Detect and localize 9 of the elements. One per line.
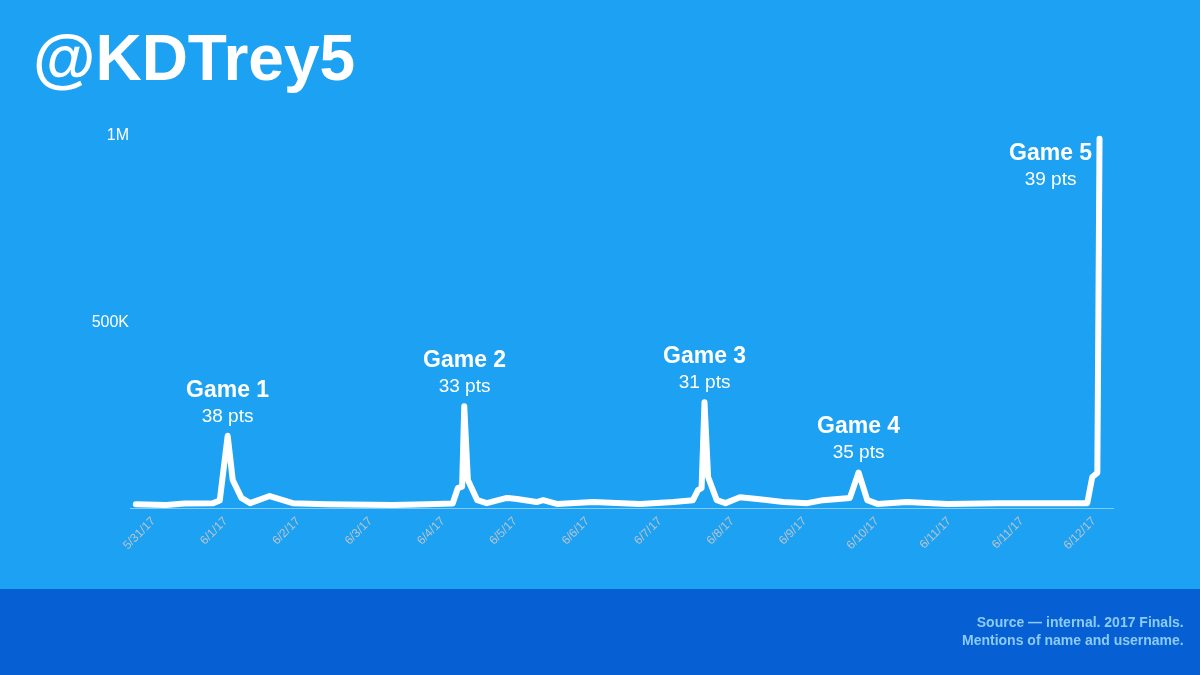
annotation: Game 5 39 pts — [1009, 139, 1093, 189]
annotation: Game 4 35 pts — [817, 412, 901, 462]
source-note: Source — internal. 2017 Finals. Mentions of name and username. — [962, 614, 1184, 649]
annotation: Game 1 38 pts — [186, 376, 270, 426]
y-tick-label: 1M — [106, 125, 129, 143]
annotation: Game 2 33 pts — [423, 346, 507, 396]
annotation: Game 3 31 pts — [663, 342, 747, 392]
y-tick-label: 500K — [91, 312, 130, 330]
chart-title: @KDTrey5 — [33, 22, 356, 95]
